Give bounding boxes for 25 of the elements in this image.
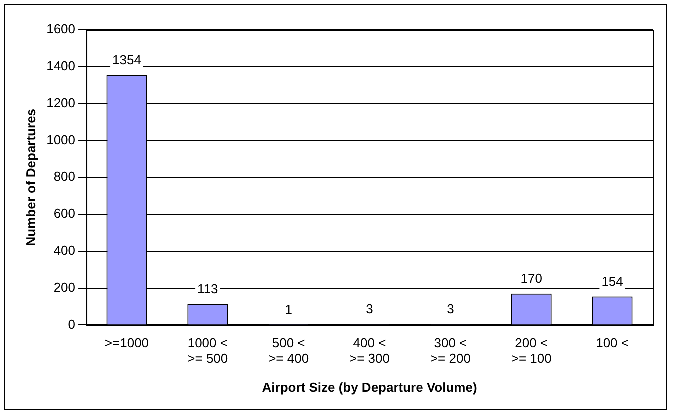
x-axis-title: Airport Size (by Departure Volume) <box>262 380 478 395</box>
y-tick-label: 400 <box>54 242 76 258</box>
x-tick-label: 500 < >= 400 <box>268 336 310 366</box>
y-tick-label: 1000 <box>46 132 76 148</box>
y-tick-label: 600 <box>54 206 76 222</box>
data-label: 1354 <box>112 52 142 68</box>
y-tick-label: 1600 <box>46 22 76 37</box>
y-tick-label: 1400 <box>46 58 76 74</box>
x-tick-label: 400 < >= 300 <box>350 336 390 366</box>
data-label: 3 <box>447 302 454 317</box>
data-label: 113 <box>198 281 218 296</box>
data-label: 1 <box>285 302 292 318</box>
data-label: 3 <box>366 302 374 317</box>
data-label: 154 <box>602 274 624 289</box>
y-tick-label: 200 <box>54 280 76 295</box>
x-tick-label: 100 < <box>596 336 629 351</box>
y-tick-label: 0 <box>68 316 76 332</box>
x-tick-label: 1000 < >= 500 <box>188 336 228 366</box>
x-tick-label: 200 < >= 100 <box>511 336 552 366</box>
y-tick-label: 800 <box>54 169 76 184</box>
y-tick-label: 1200 <box>46 95 76 110</box>
y-axis-title: Number of Departures <box>23 108 38 246</box>
data-label: 170 <box>520 270 542 286</box>
x-tick-label: >=1000 <box>104 336 150 351</box>
x-tick-label: 300 < >= 200 <box>430 336 471 366</box>
